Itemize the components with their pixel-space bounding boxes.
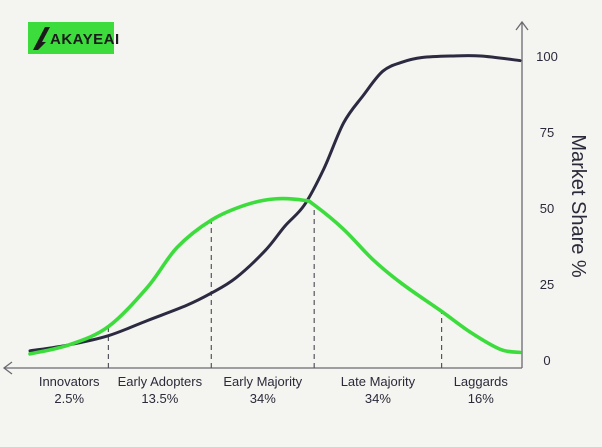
category-label: Late Majority xyxy=(341,374,416,389)
series-layer xyxy=(28,54,522,356)
category-label: Innovators xyxy=(39,374,100,389)
category-share-label: 2.5% xyxy=(54,391,84,406)
y-tick-label: 25 xyxy=(540,277,554,292)
adoption-bell-curve-line xyxy=(28,196,522,356)
y-tick-label: 50 xyxy=(540,201,554,216)
category-label: Laggards xyxy=(454,374,509,389)
category-share-label: 13.5% xyxy=(141,391,178,406)
y-tick-label: 100 xyxy=(536,49,558,64)
adoption-s-curve-line xyxy=(28,54,522,353)
logo-text: AKAYEAI xyxy=(50,31,120,48)
category-share-label: 34% xyxy=(365,391,391,406)
y-tick-labels: 0 25 50 75 100 xyxy=(536,49,558,368)
logo: AKAYEAI xyxy=(28,22,120,54)
category-label: Early Adopters xyxy=(118,374,203,389)
y-tick-label: 0 xyxy=(543,353,550,368)
x-axis-arrow-icon xyxy=(2,361,13,375)
category-share-label: 34% xyxy=(250,391,276,406)
segment-boundaries xyxy=(107,204,443,368)
y-axis-title: Market Share % xyxy=(567,134,589,278)
y-tick-label: 75 xyxy=(540,125,554,140)
logo-mark-icon xyxy=(33,27,50,50)
category-labels: Innovators 2.5% Early Adopters 13.5% Early M… xyxy=(39,374,509,406)
axes xyxy=(2,20,529,375)
y-axis-arrow-icon xyxy=(515,20,529,31)
category-share-label: 16% xyxy=(468,391,494,406)
category-label: Early Majority xyxy=(223,374,302,389)
